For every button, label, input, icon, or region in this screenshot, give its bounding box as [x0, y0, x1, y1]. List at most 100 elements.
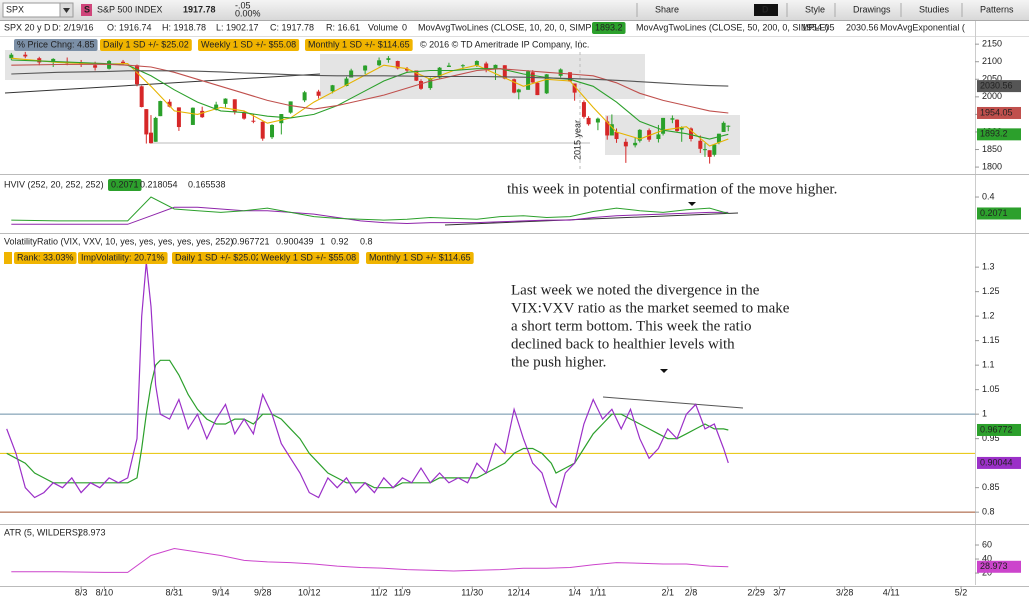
candle-body: [707, 150, 712, 157]
header-text: MovAvgTwoLines (CLOSE, 10, 20, 0, SIMPLE…: [418, 22, 605, 32]
value-tag: 2030.56: [980, 80, 1013, 90]
candle-body: [516, 89, 521, 93]
sd-tag-bg: [198, 39, 300, 51]
value-tag-bg: [977, 106, 1021, 119]
header-text: D: 2/19/16: [52, 22, 94, 32]
y-tick-label: 1.2: [982, 311, 995, 321]
study-value: 2030.56: [846, 22, 879, 32]
candle-body: [484, 63, 489, 69]
period-box[interactable]: [754, 4, 778, 16]
toolbar-button[interactable]: Studies: [919, 4, 950, 14]
moving-average: [11, 70, 729, 87]
study-value: 0.218054: [140, 179, 178, 189]
period: D: [762, 4, 769, 14]
trend-line: [4, 73, 321, 94]
study-value: 0.2071: [111, 179, 139, 189]
candle-body: [633, 142, 638, 146]
x-tick-label: 1/4: [568, 587, 581, 597]
value-tag-bg: [977, 456, 1021, 469]
value-tag: 28.973: [980, 561, 1008, 571]
candle-body: [93, 65, 98, 68]
level-value: 1: [320, 236, 325, 246]
x-tick-label: 9/14: [212, 587, 230, 597]
y-tick-label: 1850: [982, 144, 1002, 154]
candle-body: [581, 102, 586, 117]
arrow: [660, 369, 668, 373]
header-text: Volume: [368, 22, 398, 32]
vr-tag: Rank: 33.03%: [17, 252, 74, 262]
year-label: 2015 year: [572, 120, 582, 160]
candle-body: [148, 132, 153, 144]
candle-body: [544, 74, 549, 94]
arrow: [688, 202, 696, 206]
y-tick-label: 1.1: [982, 360, 995, 370]
vr-tag: Daily 1 SD +/- $25.02: [175, 252, 261, 262]
toolbar-button[interactable]: Style: [805, 4, 825, 14]
candle-body: [656, 134, 661, 139]
study-value: 1954.05: [802, 22, 835, 32]
header-text: MovAvgTwoLines (CLOSE, 50, 200, 0, SIMPL…: [636, 22, 828, 32]
y-tick-label: 0.85: [982, 482, 1000, 492]
value-tag: 0.90044: [980, 457, 1013, 467]
ratio-line: [6, 359, 729, 489]
x-tick-label: 2/1: [661, 587, 674, 597]
candle-body: [139, 86, 144, 108]
candle-body: [512, 79, 517, 93]
candle-body: [502, 65, 507, 79]
moving-average: [11, 59, 729, 140]
header-text: 0: [402, 22, 407, 32]
candle-body: [9, 54, 14, 59]
y-tick-label: 0.4: [982, 191, 995, 201]
candle-body: [395, 61, 400, 69]
candle-body: [167, 101, 172, 107]
sd-tag-bg: [305, 39, 413, 51]
y-tick-label: 1.25: [982, 286, 1000, 296]
price-change: % Price Chng: 4.85: [17, 39, 95, 49]
symbol: SPX: [6, 4, 24, 14]
x-tick-label: 4/11: [883, 587, 900, 597]
study-value-bg: [108, 179, 142, 191]
value-tag-bg: [977, 560, 1021, 573]
x-tick-label: 12/14: [507, 587, 530, 597]
candle-body: [474, 61, 479, 66]
candle-body: [586, 117, 591, 125]
x-tick-label: 3/7: [773, 587, 786, 597]
x-tick-label: 8/31: [165, 587, 183, 597]
toolbar-button[interactable]: Drawings: [853, 4, 891, 14]
study-title: VolatilityRatio (VIX, VXV, 10, yes, yes,…: [4, 236, 233, 246]
price-change-bg: [14, 39, 98, 51]
y-tick-label: 0.8: [982, 507, 995, 517]
candle-body: [158, 101, 163, 117]
y-tick-label: 1.05: [982, 384, 1000, 394]
candle-body: [609, 124, 614, 136]
candle-body: [316, 91, 321, 96]
toolbar-button[interactable]: Patterns: [980, 4, 1014, 14]
candle-body: [558, 69, 563, 76]
annotation: declined back to healthier levels with: [511, 336, 735, 352]
divergence-line: [602, 396, 744, 409]
candle-body: [670, 118, 675, 120]
candle-body: [242, 112, 247, 119]
y-tick-label: 1.3: [982, 262, 995, 272]
header-text: SPX 20 y D: [4, 22, 51, 32]
change: -.05: [235, 0, 251, 10]
y-tick-label: 0.95: [982, 433, 1000, 443]
pill-row-bg: [4, 252, 12, 264]
value-tag-bg: [977, 423, 1021, 436]
moving-average: [11, 63, 729, 114]
y-tick-label: 2050: [982, 74, 1002, 84]
value-tag: 1893.2: [980, 129, 1008, 139]
ratio-line: [6, 262, 729, 509]
candle-body: [567, 72, 572, 82]
vr-tag-bg: [258, 252, 360, 264]
trend-line: [444, 212, 739, 226]
x-tick-label: 11/30: [461, 587, 483, 597]
candle-body: [232, 99, 237, 112]
x-tick-label: 5/2: [955, 587, 968, 597]
flag-box: [81, 4, 92, 16]
value-tag-bg: [977, 80, 1021, 93]
candle-body: [418, 81, 423, 89]
x-tick-label: 8/10: [96, 587, 114, 597]
toolbar-button[interactable]: Share: [655, 4, 679, 14]
